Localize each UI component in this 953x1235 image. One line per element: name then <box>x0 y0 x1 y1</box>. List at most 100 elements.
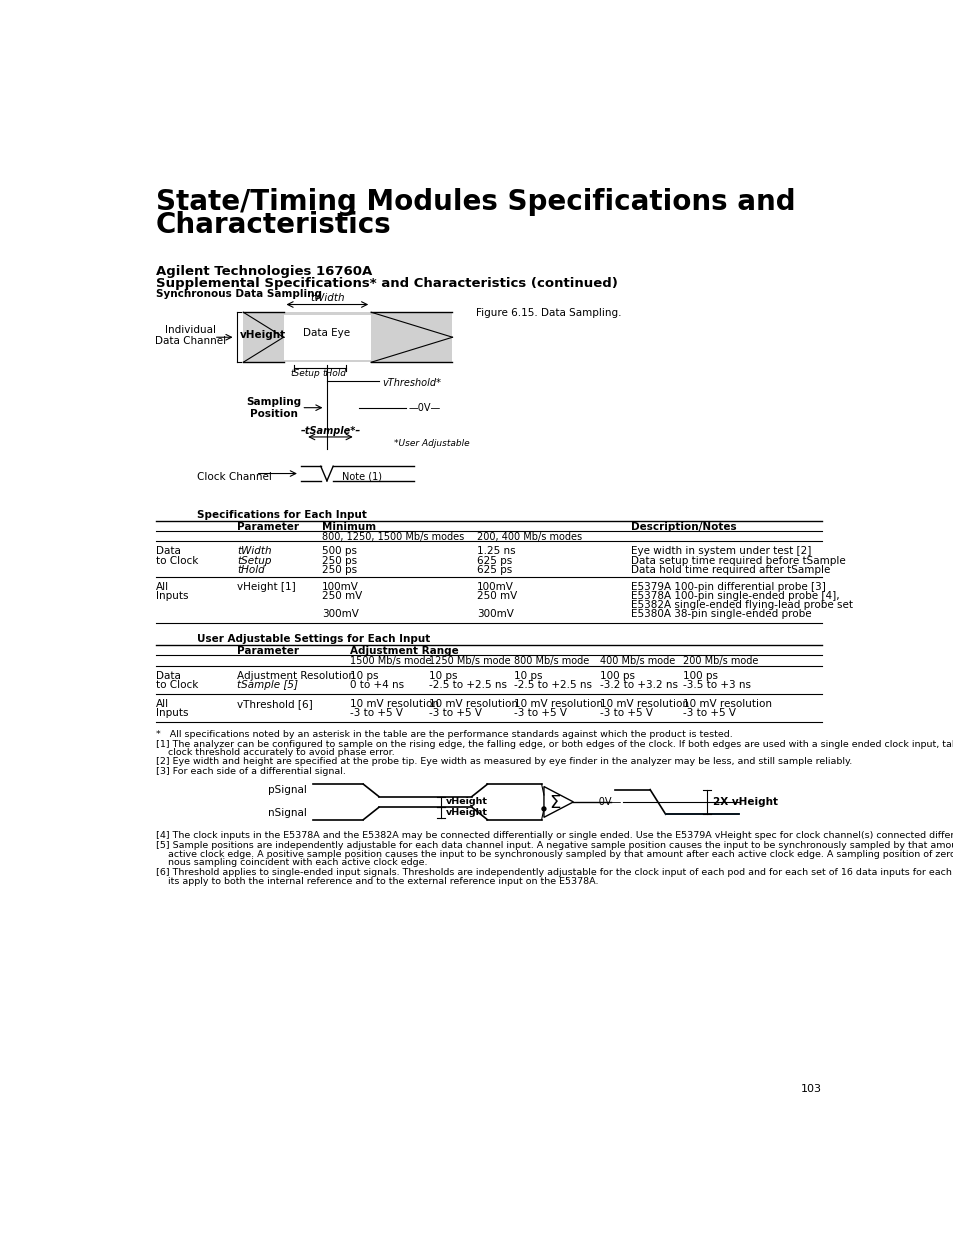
Text: Description/Notes: Description/Notes <box>630 521 736 531</box>
Text: -3 to +5 V: -3 to +5 V <box>429 708 482 718</box>
Text: Agilent Technologies 16760A: Agilent Technologies 16760A <box>155 266 372 278</box>
Text: 10 mV resolution: 10 mV resolution <box>350 699 438 709</box>
Text: tHold: tHold <box>322 369 346 378</box>
Text: its apply to both the internal reference and to the external reference input on : its apply to both the internal reference… <box>155 877 598 885</box>
Text: 10 mV resolution: 10 mV resolution <box>514 699 603 709</box>
Text: tWidth: tWidth <box>236 546 272 556</box>
Text: [1] The analyzer can be configured to sample on the rising edge, the falling edg: [1] The analyzer can be configured to sa… <box>155 740 953 748</box>
Text: to Clock: to Clock <box>155 680 198 690</box>
Text: vHeight [1]: vHeight [1] <box>236 582 295 592</box>
Text: 10 ps: 10 ps <box>514 671 542 680</box>
Text: Data: Data <box>155 546 180 556</box>
Text: 100 ps: 100 ps <box>682 671 718 680</box>
Text: 200, 400 Mb/s modes: 200, 400 Mb/s modes <box>476 531 582 542</box>
Text: E5378A 100-pin single-ended probe [4],: E5378A 100-pin single-ended probe [4], <box>630 592 839 601</box>
Text: 300mV: 300mV <box>322 609 358 620</box>
Text: Figure 6.15. Data Sampling.: Figure 6.15. Data Sampling. <box>476 308 620 317</box>
Text: Data hold time required after tSample: Data hold time required after tSample <box>630 564 829 574</box>
Circle shape <box>541 806 545 811</box>
Text: 800, 1250, 1500 Mb/s modes: 800, 1250, 1500 Mb/s modes <box>322 531 464 542</box>
Text: [5] Sample positions are independently adjustable for each data channel input. A: [5] Sample positions are independently a… <box>155 841 953 850</box>
Text: clock threshold accurately to avoid phase error.: clock threshold accurately to avoid phas… <box>155 748 394 757</box>
Text: 625 ps: 625 ps <box>476 564 512 574</box>
Text: All: All <box>155 699 169 709</box>
Text: Inputs: Inputs <box>155 708 188 718</box>
Text: Synchronous Data Sampling: Synchronous Data Sampling <box>155 289 321 299</box>
Text: vThreshold*: vThreshold* <box>382 378 441 388</box>
Text: -2.5 to +2.5 ns: -2.5 to +2.5 ns <box>514 680 592 690</box>
Text: Characteristics: Characteristics <box>155 211 391 240</box>
Text: —0V—: —0V— <box>589 797 620 806</box>
Polygon shape <box>243 312 452 362</box>
Text: Sampling
Position: Sampling Position <box>247 396 301 419</box>
Text: tWidth: tWidth <box>310 293 344 303</box>
Text: Supplemental Specifications* and Characteristics (continued): Supplemental Specifications* and Charact… <box>155 277 617 290</box>
Text: *User Adjustable: *User Adjustable <box>394 440 470 448</box>
Text: Minimum: Minimum <box>322 521 376 531</box>
Text: –tSample*–: –tSample*– <box>300 426 360 436</box>
Text: User Adjustable Settings for Each Input: User Adjustable Settings for Each Input <box>196 634 430 645</box>
Text: 10 mV resolution: 10 mV resolution <box>429 699 517 709</box>
Text: -2.5 to +2.5 ns: -2.5 to +2.5 ns <box>429 680 507 690</box>
Text: Inputs: Inputs <box>155 592 188 601</box>
Text: -3.5 to +3 ns: -3.5 to +3 ns <box>682 680 751 690</box>
Text: tSetup: tSetup <box>236 556 272 566</box>
Polygon shape <box>283 315 371 359</box>
Text: 800 Mb/s mode: 800 Mb/s mode <box>514 656 589 666</box>
Text: 250 mV: 250 mV <box>322 592 362 601</box>
Text: -3 to +5 V: -3 to +5 V <box>599 708 652 718</box>
Text: Note (1): Note (1) <box>342 472 382 482</box>
Text: E5379A 100-pin differential probe [3]: E5379A 100-pin differential probe [3] <box>630 582 824 592</box>
Text: 10 mV resolution: 10 mV resolution <box>599 699 688 709</box>
Text: tSetup: tSetup <box>290 369 320 378</box>
Text: Adjustment Resolution: Adjustment Resolution <box>236 671 355 680</box>
Text: Eye width in system under test [2]: Eye width in system under test [2] <box>630 546 810 556</box>
Text: Clock Channel: Clock Channel <box>196 472 271 482</box>
Text: Data setup time required before tSample: Data setup time required before tSample <box>630 556 844 566</box>
Text: Parameter: Parameter <box>236 646 298 656</box>
Text: vHeight: vHeight <box>446 808 488 818</box>
Text: E5380A 38-pin single-ended probe: E5380A 38-pin single-ended probe <box>630 609 810 620</box>
Text: 500 ps: 500 ps <box>322 546 357 556</box>
Text: *   All specifications noted by an asterisk in the table are the performance sta: * All specifications noted by an asteris… <box>155 730 732 739</box>
Text: 100mV: 100mV <box>476 582 514 592</box>
Text: Σ: Σ <box>549 794 560 811</box>
Text: 250 ps: 250 ps <box>322 556 357 566</box>
Polygon shape <box>543 787 573 818</box>
Text: [2] Eye width and height are specified at the probe tip. Eye width as measured b: [2] Eye width and height are specified a… <box>155 757 851 766</box>
Text: 200 Mb/s mode: 200 Mb/s mode <box>682 656 758 666</box>
Text: [3] For each side of a differential signal.: [3] For each side of a differential sign… <box>155 767 345 776</box>
Text: Adjustment Range: Adjustment Range <box>350 646 458 656</box>
Text: 250 mV: 250 mV <box>476 592 517 601</box>
Text: 625 ps: 625 ps <box>476 556 512 566</box>
Text: tSample [5]: tSample [5] <box>236 680 297 690</box>
Text: -3 to +5 V: -3 to +5 V <box>514 708 567 718</box>
Text: vHeight: vHeight <box>239 330 285 341</box>
Text: Individual
Data Channel: Individual Data Channel <box>154 325 226 346</box>
Text: 1500 Mb/s mode: 1500 Mb/s mode <box>350 656 432 666</box>
Text: vHeight: vHeight <box>446 798 488 806</box>
Text: tHold: tHold <box>236 564 265 574</box>
Text: 100 ps: 100 ps <box>599 671 634 680</box>
Text: 10 ps: 10 ps <box>350 671 378 680</box>
Text: 1.25 ns: 1.25 ns <box>476 546 516 556</box>
Text: 10 ps: 10 ps <box>429 671 457 680</box>
Text: State/Timing Modules Specifications and: State/Timing Modules Specifications and <box>155 188 795 216</box>
Text: vThreshold [6]: vThreshold [6] <box>236 699 313 709</box>
Text: 0 to +4 ns: 0 to +4 ns <box>350 680 404 690</box>
Text: E5382A single-ended flying-lead probe set: E5382A single-ended flying-lead probe se… <box>630 600 852 610</box>
Text: 250 ps: 250 ps <box>322 564 357 574</box>
Text: -3 to +5 V: -3 to +5 V <box>350 708 403 718</box>
Text: nSignal: nSignal <box>268 809 307 819</box>
Text: Data: Data <box>155 671 180 680</box>
Text: 103: 103 <box>801 1084 821 1094</box>
Text: nous sampling coincident with each active clock edge.: nous sampling coincident with each activ… <box>155 858 427 867</box>
Text: 300mV: 300mV <box>476 609 514 620</box>
Text: 10 mV resolution: 10 mV resolution <box>682 699 772 709</box>
Text: 1250 Mb/s mode: 1250 Mb/s mode <box>429 656 511 666</box>
Text: -3.2 to +3.2 ns: -3.2 to +3.2 ns <box>599 680 677 690</box>
Text: -3 to +5 V: -3 to +5 V <box>682 708 736 718</box>
Text: 2X vHeight: 2X vHeight <box>712 797 777 806</box>
Text: Data Eye: Data Eye <box>303 329 350 338</box>
Text: 100mV: 100mV <box>322 582 358 592</box>
